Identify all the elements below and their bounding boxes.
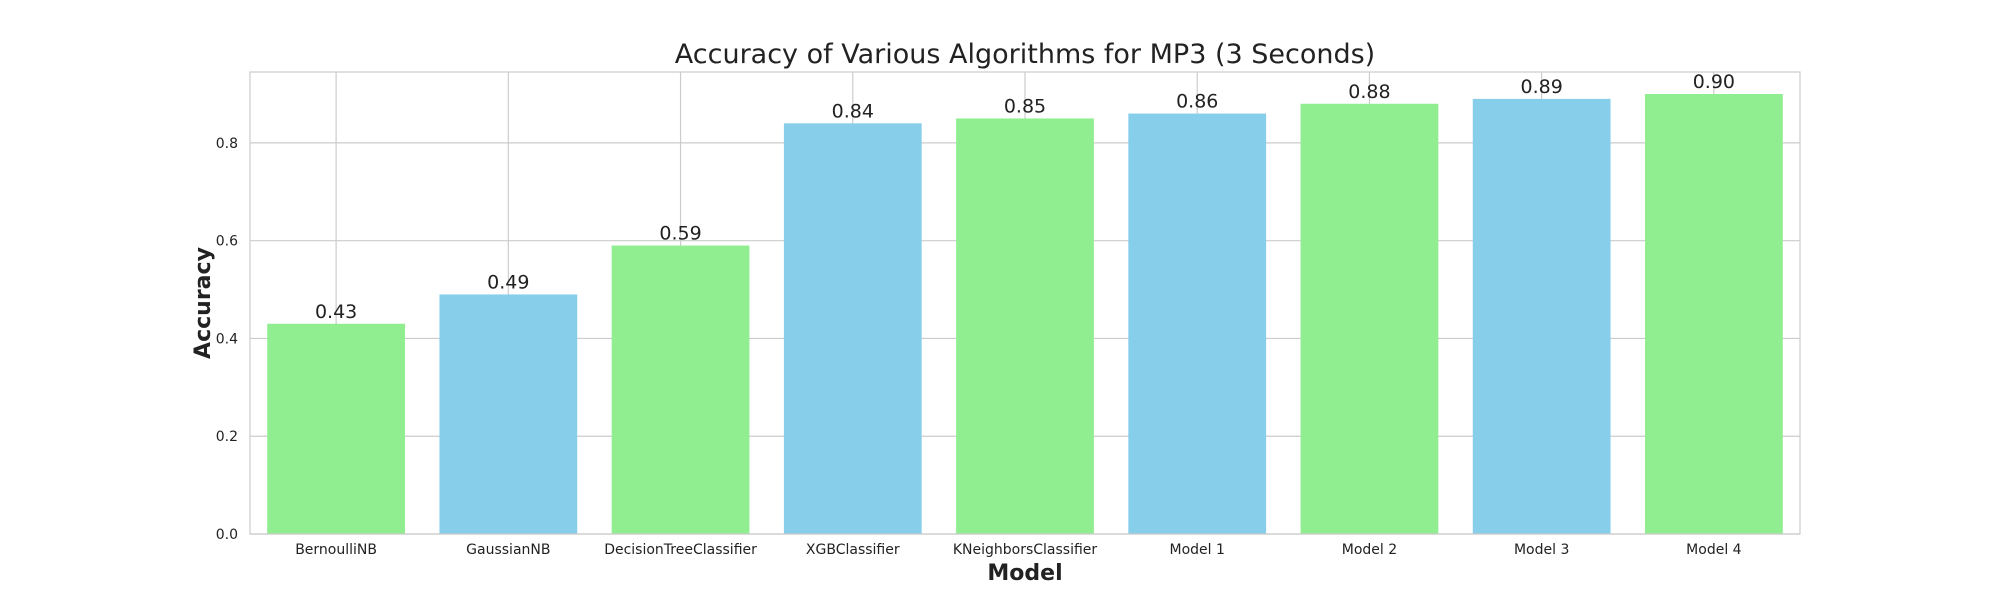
- bar-value-label: 0.49: [487, 271, 529, 293]
- y-tick-label: 0.4: [216, 331, 238, 347]
- bar-value-label: 0.59: [659, 223, 701, 245]
- bar-value-label: 0.90: [1693, 71, 1735, 93]
- x-tick-label: Model 3: [1514, 542, 1569, 558]
- bar: [439, 294, 578, 534]
- x-tick-label: Model 1: [1170, 542, 1225, 558]
- y-axis-label: Accuracy: [191, 247, 216, 359]
- bar: [267, 323, 405, 534]
- y-tick-label: 0.0: [216, 527, 238, 543]
- bar-value-label: 0.88: [1348, 81, 1390, 103]
- bar: [956, 118, 1094, 534]
- bar: [1300, 103, 1439, 535]
- bar: [783, 123, 922, 534]
- x-axis-label: Model: [987, 561, 1062, 586]
- x-tick-labels: BernoulliNB GaussianNB DecisionTreeClassif…: [295, 542, 1741, 558]
- bar-value-label: 0.89: [1521, 76, 1563, 98]
- x-tick-label: Model 2: [1342, 542, 1397, 558]
- x-tick-label: Model 4: [1686, 542, 1741, 558]
- bar: [1128, 113, 1267, 535]
- x-tick-label: KNeighborsClassifier: [953, 542, 1098, 558]
- plot-frame: [249, 71, 1801, 535]
- bar: [1645, 94, 1783, 534]
- data-labels: 0.43 0.49 0.59 0.84 0.85 0.86 0.88 0.89 0.90: [315, 71, 1735, 323]
- x-tick-label: GaussianNB: [466, 542, 550, 558]
- y-tick-label: 0.2: [216, 429, 238, 445]
- chart-title: Accuracy of Various Algorithms for MP3 (…: [675, 39, 1375, 70]
- bar-value-label: 0.86: [1176, 91, 1218, 113]
- x-tick-label: XGBClassifier: [806, 542, 900, 558]
- bar-value-label: 0.84: [832, 100, 874, 122]
- y-tick-labels: 0.0 0.2 0.4 0.6 0.8: [216, 136, 238, 543]
- bar-value-label: 0.43: [315, 301, 357, 323]
- bar: [611, 245, 750, 535]
- bar-value-label: 0.85: [1004, 95, 1046, 117]
- y-tick-label: 0.6: [216, 234, 238, 250]
- bar: [1472, 98, 1611, 534]
- bars: [267, 94, 1783, 535]
- y-tick-label: 0.8: [216, 136, 238, 152]
- x-tick-label: BernoulliNB: [295, 542, 377, 558]
- x-tick-label: DecisionTreeClassifier: [604, 542, 757, 558]
